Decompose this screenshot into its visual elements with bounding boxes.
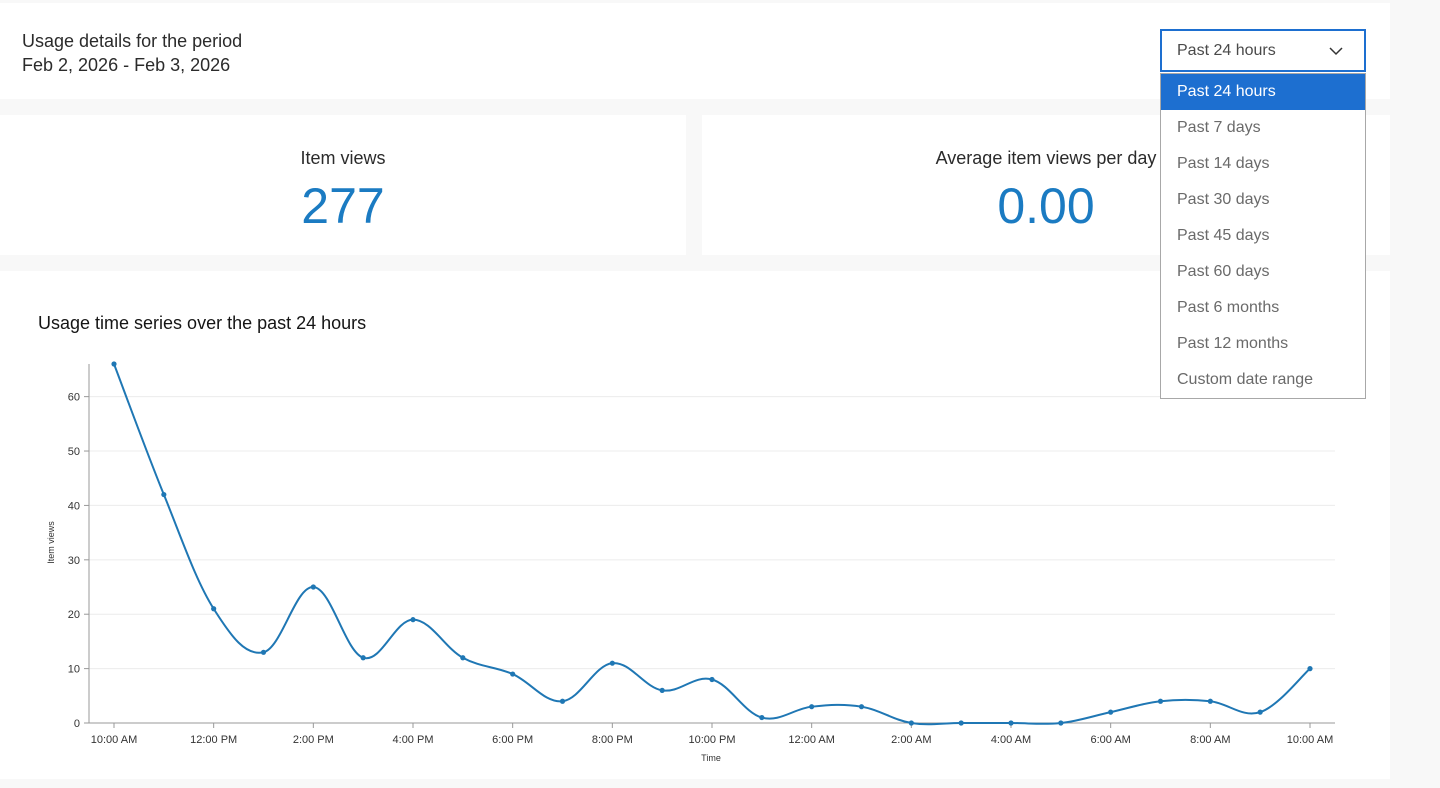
- period-option[interactable]: Past 7 days: [1177, 119, 1261, 136]
- y-tick-label: 50: [68, 446, 80, 458]
- period-option[interactable]: Past 60 days: [1177, 263, 1270, 280]
- y-tick-label: 10: [68, 664, 80, 676]
- period-option[interactable]: Past 24 hours: [1161, 74, 1365, 110]
- data-point: [908, 720, 914, 726]
- data-point: [510, 671, 516, 677]
- item-views-value: 277: [301, 178, 385, 234]
- x-axis-label: Time: [701, 753, 721, 763]
- period-option[interactable]: Past 45 days: [1177, 227, 1270, 244]
- period-select[interactable]: Past 24 hours: [1160, 29, 1366, 72]
- x-tick-label: 6:00 AM: [1090, 734, 1130, 746]
- average-views-value: 0.00: [997, 178, 1095, 234]
- period-label: Usage details for the period: [22, 31, 243, 51]
- x-tick-label: 8:00 AM: [1190, 734, 1230, 746]
- y-tick-label: 30: [68, 555, 80, 567]
- data-point: [609, 660, 615, 666]
- data-point: [161, 491, 167, 498]
- data-point: [211, 606, 217, 612]
- y-axis-label: Item views: [46, 521, 56, 564]
- period-option[interactable]: Past 30 days: [1177, 191, 1270, 208]
- data-point: [759, 714, 765, 721]
- data-point: [310, 584, 316, 590]
- data-point: [410, 617, 416, 623]
- y-tick-label: 20: [68, 609, 80, 621]
- y-tick-label: 0: [74, 718, 80, 730]
- data-point: [709, 676, 715, 683]
- x-tick-label: 2:00 AM: [891, 734, 931, 746]
- x-tick-label: 6:00 PM: [492, 734, 533, 746]
- x-tick-label: 12:00 AM: [788, 734, 834, 746]
- x-tick-label: 2:00 PM: [293, 734, 334, 746]
- data-point: [659, 687, 665, 693]
- usage-chart-panel: Usage time series over the past 24 hours…: [0, 271, 1390, 779]
- x-tick-label: 4:00 AM: [991, 734, 1031, 746]
- x-tick-label: 10:00 AM: [1287, 734, 1333, 746]
- chevron-down-icon: [1329, 47, 1343, 56]
- data-point: [958, 720, 964, 726]
- x-tick-label: 8:00 PM: [592, 734, 633, 746]
- data-point: [559, 698, 566, 704]
- period-option[interactable]: Custom date range: [1177, 371, 1314, 388]
- data-point: [460, 655, 466, 661]
- period-option[interactable]: Past 14 days: [1177, 155, 1270, 172]
- data-point: [111, 361, 117, 367]
- data-point: [360, 655, 366, 661]
- data-point: [1307, 666, 1313, 672]
- y-tick-label: 40: [68, 500, 80, 512]
- x-tick-label: 4:00 PM: [393, 734, 434, 746]
- period-range: Feb 2, 2026 - Feb 3, 2026: [22, 55, 231, 75]
- period-select-value: Past 24 hours: [1177, 41, 1276, 59]
- period-option[interactable]: Past 6 months: [1177, 299, 1280, 316]
- x-tick-label: 10:00 AM: [91, 734, 137, 746]
- period-options-menu: Past 24 hours Past 7 days Past 14 days Past…: [1160, 73, 1366, 399]
- period-header: Usage details for the period Feb 2, 2026…: [0, 3, 1390, 99]
- data-point: [1207, 698, 1213, 704]
- x-tick-label: 10:00 PM: [688, 734, 735, 746]
- data-point: [858, 704, 865, 710]
- data-point: [809, 704, 815, 710]
- usage-line-chart: 0 10 20 30 40 50 60 10:00 AM 12:00 PM 2:00 PM 4:00…: [46, 361, 1335, 763]
- data-point: [1008, 720, 1014, 726]
- series-line: [113, 363, 1311, 726]
- period-option[interactable]: Past 12 months: [1177, 335, 1289, 352]
- item-views-card: Item views 277: [0, 115, 686, 255]
- chart-title: Usage time series over the past 24 hours: [38, 313, 367, 333]
- data-point: [1257, 709, 1263, 715]
- item-views-label: Item views: [300, 148, 386, 168]
- data-point: [1157, 698, 1164, 704]
- data-point: [1058, 720, 1064, 726]
- y-tick-label: 60: [68, 392, 80, 404]
- data-point: [260, 649, 267, 655]
- x-tick-label: 12:00 PM: [190, 734, 237, 746]
- data-point: [1108, 709, 1114, 715]
- average-views-label: Average item views per day: [935, 148, 1157, 168]
